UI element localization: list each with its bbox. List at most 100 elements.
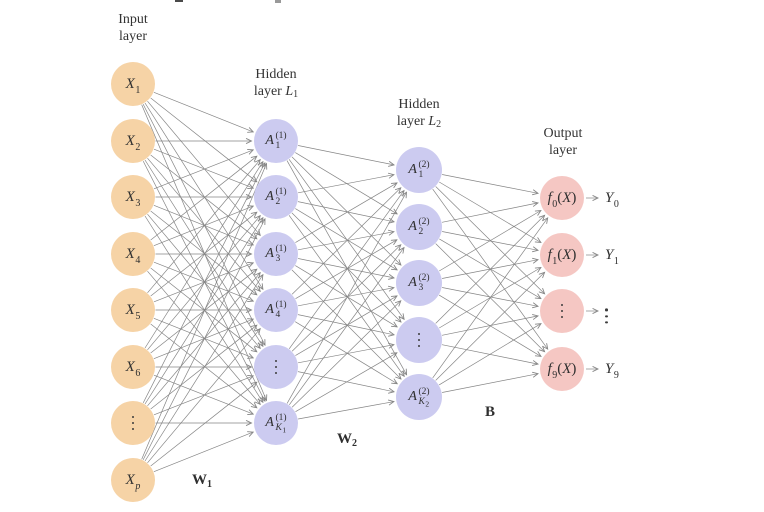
math-superscript: (1) xyxy=(275,299,287,310)
output-node-f1: f 1(X) xyxy=(540,233,584,277)
output-arrows xyxy=(586,198,598,369)
layer-title-input: Input layer xyxy=(58,11,208,45)
math-suffix: X xyxy=(562,360,572,377)
math-label: A (1) K 1 xyxy=(265,413,287,435)
math-subscript: 2 xyxy=(418,226,424,237)
math-sub-base: K xyxy=(275,422,282,433)
math-scripts: (1) 3 xyxy=(275,243,287,264)
layer-title-line: Hidden xyxy=(344,96,494,113)
layer-title-text: Hidden xyxy=(398,97,440,112)
math-base: A xyxy=(265,415,274,430)
math-subscript: 1 xyxy=(552,255,558,267)
math-superscript: (2) xyxy=(418,216,430,227)
math-subscript: 6 xyxy=(135,367,141,379)
vertical-ellipsis xyxy=(605,308,608,324)
output-node-f9: f 9(X) xyxy=(540,347,584,391)
layer-title-text: 1 xyxy=(293,89,299,100)
layer-title-line: layer L1 xyxy=(201,83,351,103)
dot xyxy=(417,338,421,342)
math-superscript: (2) xyxy=(418,272,430,283)
layer-title-text: layer xyxy=(549,143,577,158)
math-suffix: ) xyxy=(571,360,577,377)
layer-title-line: Input xyxy=(58,11,208,28)
math-superscript: (2) xyxy=(418,386,430,397)
math-base: A xyxy=(408,275,417,290)
edges-input-hidden1 xyxy=(141,91,267,473)
hidden1-node-a1-1: A (1) 1 xyxy=(254,119,298,163)
math-sub-subscript: 1 xyxy=(282,425,287,434)
dot xyxy=(560,303,564,307)
output-node-f0: f 0(X) xyxy=(540,176,584,220)
math-scripts: (1) K 1 xyxy=(275,413,287,435)
math-suffix: ( xyxy=(557,246,563,263)
math-base: f xyxy=(547,189,552,206)
layer-title-line: Hidden xyxy=(201,66,351,83)
math-base: X xyxy=(125,301,135,318)
vertical-ellipsis xyxy=(274,359,278,375)
math-suffix: X xyxy=(562,189,572,206)
math-suffix: ( xyxy=(557,360,563,377)
math-superscript: (2) xyxy=(418,159,430,170)
hidden1-node-a4-1: A (1) 4 xyxy=(254,288,298,332)
math-superscript: (1) xyxy=(275,243,287,254)
math-subscript: 9 xyxy=(552,369,558,381)
hidden2-node-ak2-2: A (2) K 2 xyxy=(396,374,442,420)
dot xyxy=(417,332,421,336)
math-subscript: 3 xyxy=(275,253,281,264)
math-label: f 0(X) xyxy=(547,189,577,210)
math-subscript: 0 xyxy=(552,198,558,210)
math-label: A (2) 3 xyxy=(408,272,430,293)
math-subscript: 2 xyxy=(135,141,141,153)
math-scripts: (1) 1 xyxy=(275,131,286,151)
math-base: f xyxy=(547,246,552,263)
math-scripts: (2) K 2 xyxy=(418,386,430,408)
hidden1-node-h1-dots xyxy=(254,345,298,389)
math-base: X xyxy=(125,75,135,92)
math-scripts: (2) 3 xyxy=(418,272,430,293)
math-sub-base: K xyxy=(418,396,425,407)
dot xyxy=(605,308,608,312)
math-base: A xyxy=(265,246,274,261)
vertical-ellipsis xyxy=(131,415,135,431)
weight-label-subscript: 1 xyxy=(207,479,212,490)
math-label: A (1) 4 xyxy=(265,299,287,320)
math-label: A (1) 1 xyxy=(265,131,286,151)
math-subscript: 3 xyxy=(135,197,141,209)
dot xyxy=(131,415,135,419)
layer-title-line: layer xyxy=(488,142,638,159)
output-node-out-dots xyxy=(540,289,584,333)
math-subscript: 4 xyxy=(135,254,141,266)
math-suffix: ) xyxy=(571,246,577,263)
dot xyxy=(560,309,564,313)
math-base: A xyxy=(265,133,274,148)
weight-label-text: W xyxy=(337,431,352,447)
math-label: A (1) 2 xyxy=(265,187,286,207)
hidden1-node-ak1-1: A (1) K 1 xyxy=(254,401,298,445)
math-label: A (2) 2 xyxy=(408,216,430,237)
vertical-ellipsis xyxy=(417,332,421,348)
layer-title-hidden1: Hidden layer L1 xyxy=(201,66,351,103)
math-base: X xyxy=(125,132,135,149)
math-sub-subscript: 2 xyxy=(425,399,430,408)
math-subscript: 1 xyxy=(613,256,619,267)
hidden1-node-a2-1: A (1) 2 xyxy=(254,175,298,219)
edges-hidden1-hidden2 xyxy=(286,145,407,420)
dot xyxy=(605,314,608,318)
math-subscript: 2 xyxy=(275,196,281,207)
